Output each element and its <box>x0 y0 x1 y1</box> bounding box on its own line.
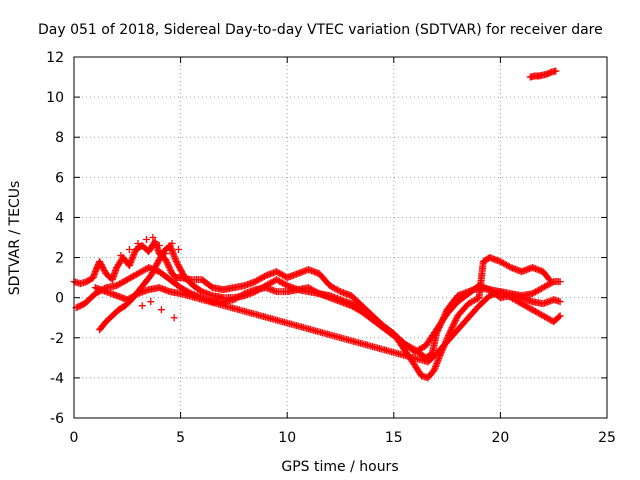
x-tick-label: 25 <box>598 430 616 446</box>
data-point-marker <box>544 274 552 282</box>
data-point-marker <box>447 325 455 333</box>
y-tick-label: -2 <box>50 331 64 347</box>
data-point-marker <box>452 315 460 323</box>
y-tick-label: -6 <box>50 411 64 427</box>
data-point-marker <box>260 272 268 280</box>
data-point-marker <box>552 67 560 75</box>
data-point-marker <box>170 314 178 322</box>
data-point-marker <box>450 319 458 327</box>
data-point-marker <box>166 265 174 273</box>
data-point-marker <box>449 321 457 329</box>
data-point-marker <box>142 236 150 244</box>
data-point-marker <box>452 316 460 324</box>
data-point-marker <box>158 251 166 259</box>
data-point-marker <box>174 246 182 254</box>
data-point-marker <box>162 250 170 258</box>
data-point-marker <box>155 242 163 250</box>
data-point-marker <box>556 278 564 286</box>
tick-labels: 0 5 10 15 20 25 -6 -4 -2 0 2 4 6 8 10 12 <box>46 50 616 446</box>
x-tick-label: 0 <box>70 430 79 446</box>
data-point-marker <box>314 289 322 297</box>
data-point-marker <box>155 257 163 265</box>
data-point-marker <box>447 327 455 335</box>
data-point-marker <box>132 291 140 299</box>
data-point-marker <box>164 260 172 268</box>
data-point-marker <box>156 255 164 263</box>
data-point-marker <box>448 324 456 332</box>
data-point-marker <box>96 258 104 266</box>
data-point-marker <box>545 276 553 284</box>
data-point-marker <box>98 262 106 270</box>
x-tick-label: 15 <box>385 430 403 446</box>
data-point-marker <box>556 312 564 320</box>
data-point-marker <box>239 291 247 299</box>
data-point-marker <box>157 306 165 314</box>
data-point-marker <box>153 260 161 268</box>
y-tick-label: 2 <box>55 251 64 267</box>
data-point-marker <box>165 262 173 270</box>
data-point-marker <box>282 281 290 289</box>
x-tick-label: 10 <box>278 430 296 446</box>
data-point-marker <box>451 318 459 326</box>
y-tick-label: 10 <box>46 90 64 106</box>
data-point-marker <box>147 298 155 306</box>
data-point-marker <box>167 266 175 274</box>
data-point-marker <box>96 259 104 267</box>
y-tick-label: 6 <box>55 170 64 186</box>
data-point-marker <box>449 322 457 330</box>
data-point-marker <box>117 252 125 260</box>
data-point-marker <box>162 257 170 265</box>
y-tick-label: -4 <box>50 371 64 387</box>
data-point-marker <box>506 263 514 271</box>
chart-title: Day 051 of 2018, Sidereal Day-to-day VTE… <box>38 22 603 38</box>
plot-frame <box>73 56 608 419</box>
y-tick-label: 0 <box>55 291 64 307</box>
data-point-marker <box>100 265 108 273</box>
data-point-marker <box>134 240 142 248</box>
data-point-marker <box>162 256 170 264</box>
data-point-marker <box>556 298 564 306</box>
data-point-marker <box>154 258 162 266</box>
y-tick-label: 12 <box>46 50 64 66</box>
data-point-marker <box>168 240 176 248</box>
data-points <box>70 67 564 382</box>
x-axis-label: GPS time / hours <box>281 459 398 475</box>
y-axis-label: SDTVAR / TECUs <box>7 181 23 296</box>
x-tick-label: 20 <box>491 430 509 446</box>
x-tick-label: 5 <box>176 430 185 446</box>
y-tick-label: 8 <box>55 130 64 146</box>
data-point-marker <box>163 259 171 267</box>
data-point-marker <box>335 287 343 295</box>
data-point-marker <box>100 267 108 275</box>
data-point-marker <box>165 263 173 271</box>
data-point-marker <box>147 272 155 280</box>
data-point-marker <box>157 252 165 260</box>
data-point-marker <box>555 313 563 321</box>
y-tick-label: 4 <box>55 210 64 226</box>
data-point-marker <box>156 254 164 262</box>
data-point-marker <box>125 246 133 254</box>
data-point-marker <box>138 302 146 310</box>
data-point-marker <box>99 264 107 272</box>
data-point-marker <box>149 234 157 241</box>
data-point-marker <box>97 261 105 269</box>
